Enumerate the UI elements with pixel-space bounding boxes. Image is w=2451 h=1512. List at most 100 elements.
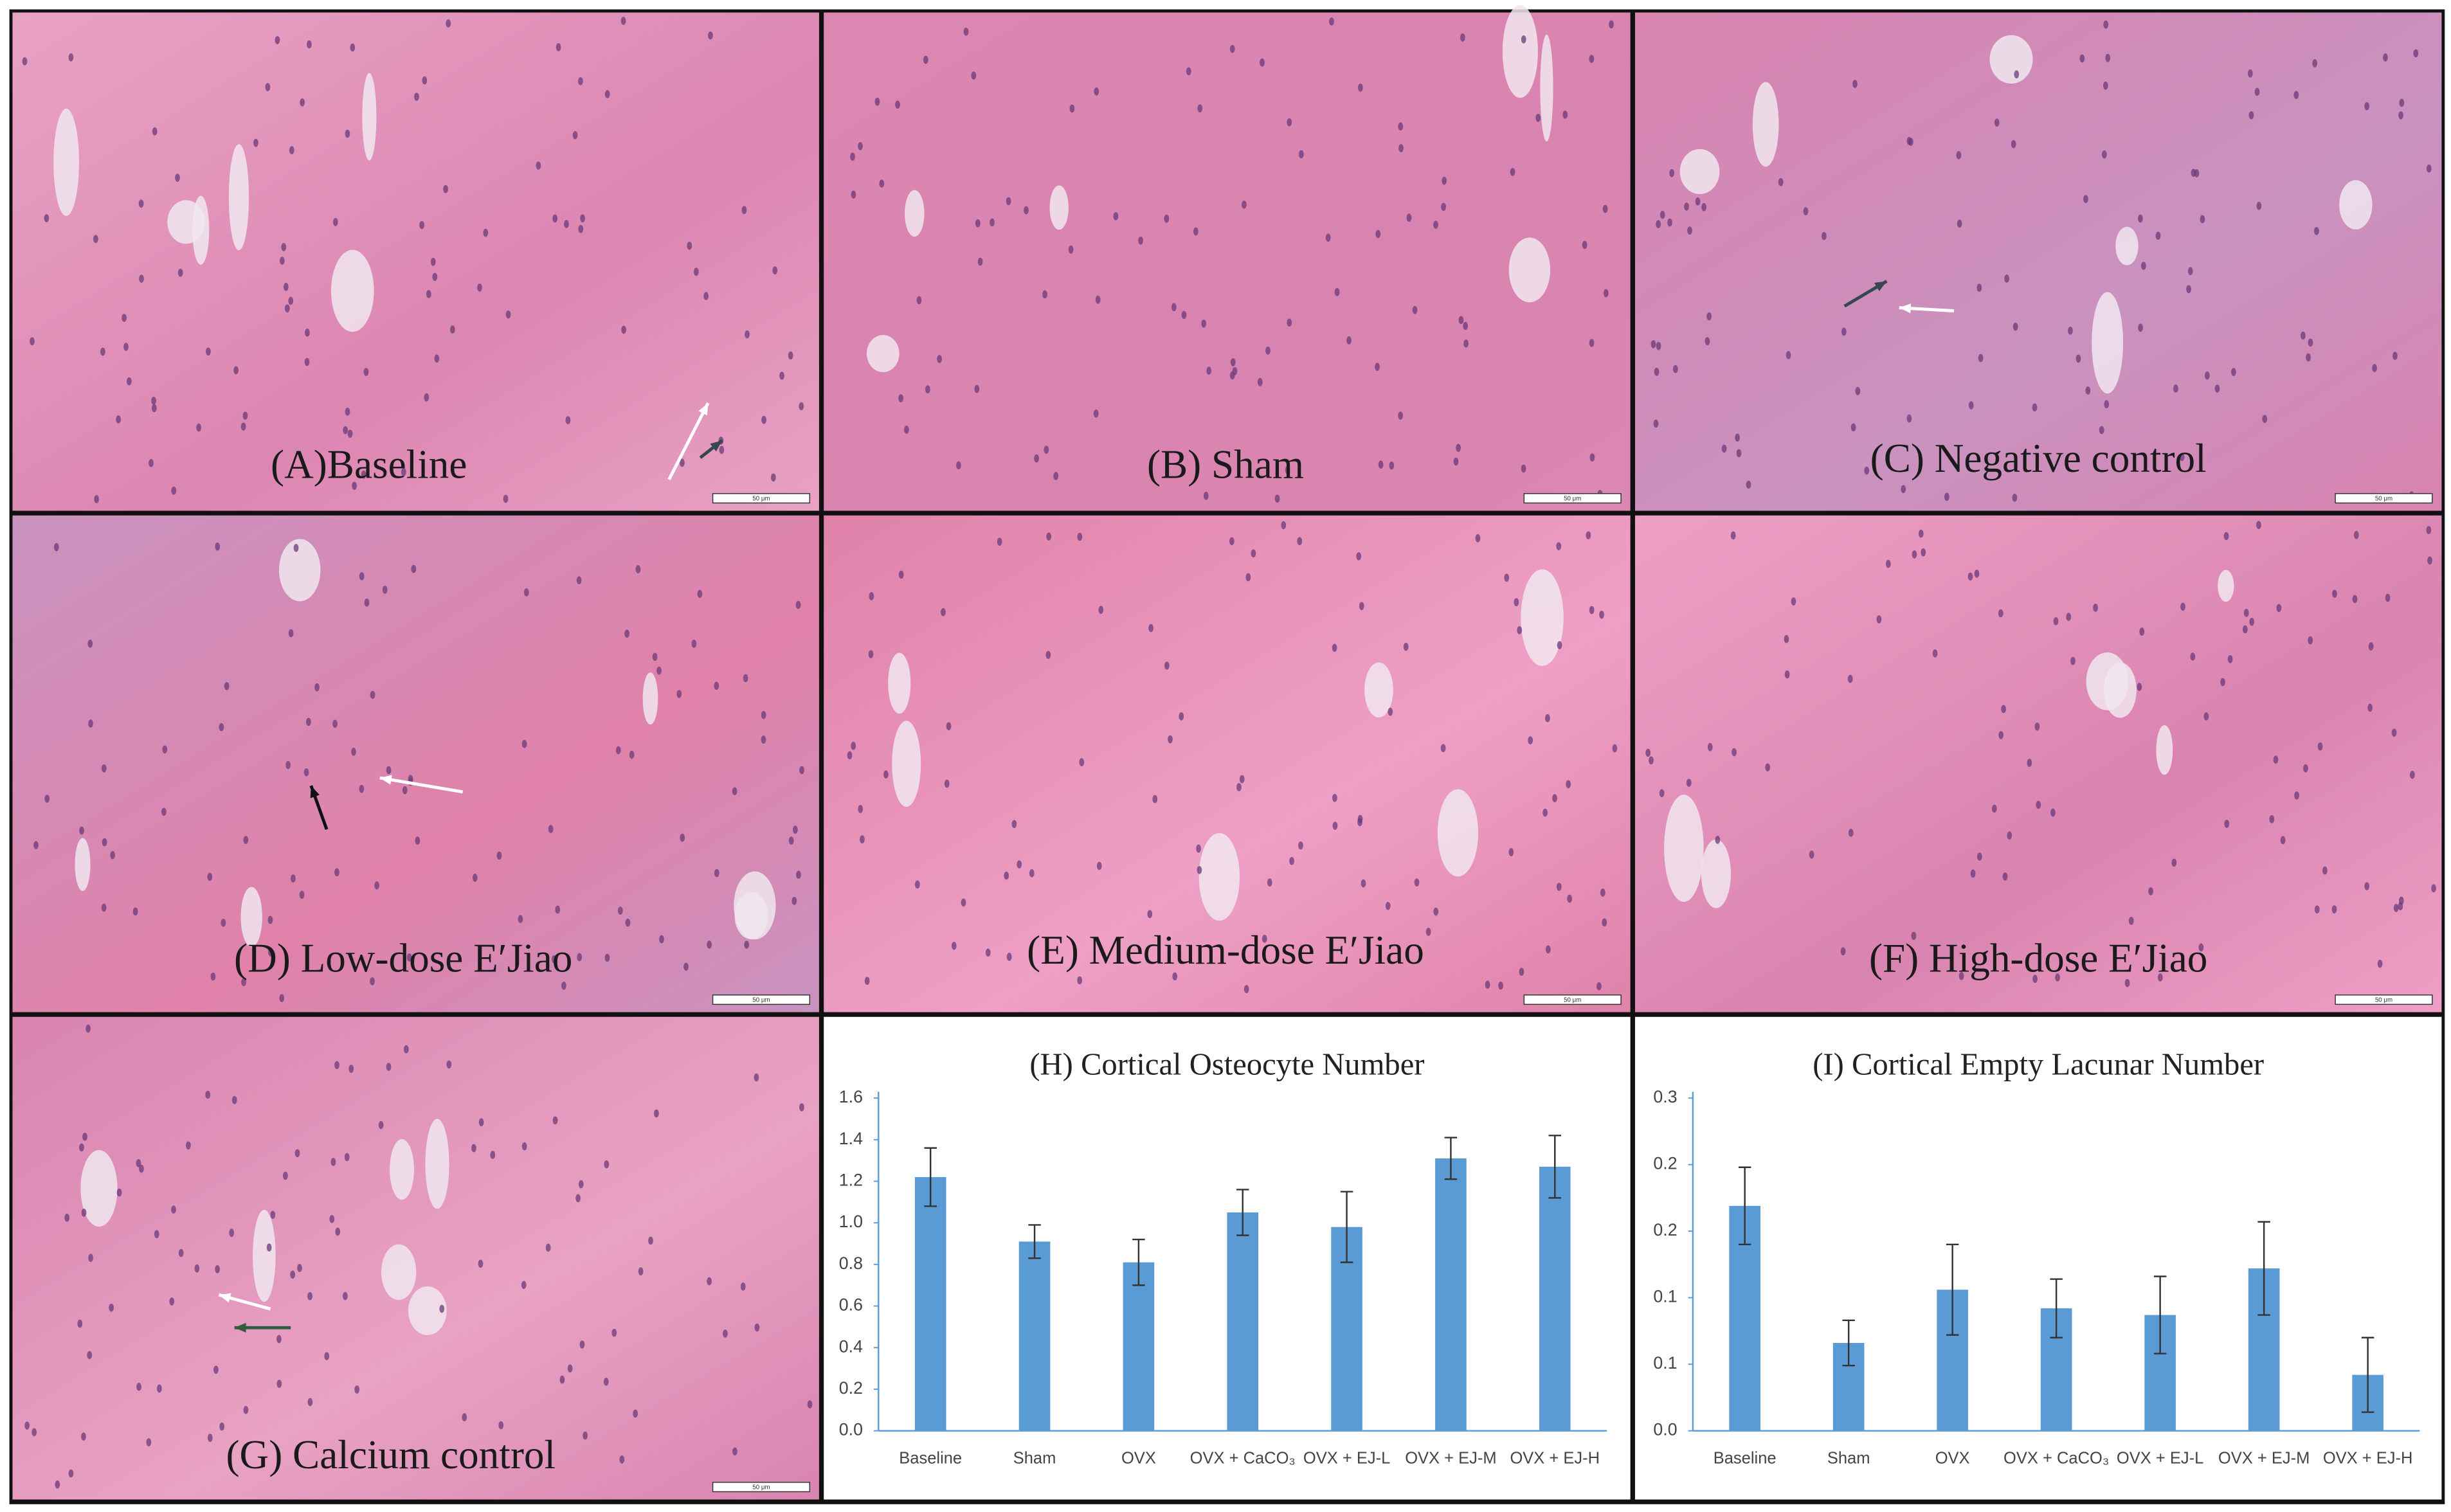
scale-bar	[2335, 995, 2433, 1005]
osteocyte	[1911, 932, 1917, 941]
histology-image	[824, 515, 1631, 1013]
osteocyte	[2314, 905, 2320, 914]
osteocyte	[1206, 366, 1212, 375]
osteocyte	[215, 1264, 220, 1274]
osteocyte	[1385, 901, 1391, 910]
osteocyte	[1556, 883, 1562, 891]
osteocyte	[1906, 414, 1912, 423]
osteocyte	[1921, 548, 1926, 557]
y-tick-label: 0.3	[1653, 1087, 1677, 1106]
osteocyte	[851, 190, 856, 199]
osteocyte	[136, 1159, 141, 1167]
y-tick-label: 0.2	[1653, 1220, 1677, 1239]
panel-label: (D) Low-dose E′Jiao	[234, 935, 572, 980]
bar	[1123, 1262, 1155, 1431]
osteocyte	[2014, 70, 2020, 79]
osteocyte	[139, 1164, 144, 1173]
osteocyte	[1552, 794, 1557, 802]
x-tick-label: Sham	[1013, 1450, 1056, 1468]
osteocyte	[430, 257, 436, 266]
osteocyte	[561, 982, 566, 990]
osteocyte	[472, 873, 478, 882]
scale-bar	[712, 493, 811, 504]
vessel-space	[408, 1286, 447, 1335]
osteocyte	[788, 836, 794, 845]
y-tick-label: 1.4	[839, 1129, 863, 1148]
arrow-head	[310, 786, 320, 798]
osteocyte	[754, 1323, 760, 1332]
osteocyte	[82, 1133, 87, 1141]
osteocyte	[87, 639, 93, 648]
osteocyte	[1589, 453, 1595, 462]
osteocyte	[723, 1329, 728, 1338]
osteocyte	[1267, 878, 1272, 887]
arrow-head	[710, 440, 723, 452]
osteocyte	[432, 273, 438, 282]
osteocyte	[231, 1095, 237, 1104]
osteocyte	[1721, 444, 1727, 453]
osteocyte	[975, 219, 981, 228]
osteocyte	[1458, 316, 1464, 325]
osteocyte	[1406, 213, 1412, 222]
osteocyte	[93, 235, 98, 244]
osteocyte	[2055, 973, 2060, 982]
osteocyte	[1519, 968, 1524, 976]
osteocyte	[635, 565, 641, 573]
osteocyte	[2427, 556, 2432, 565]
osteocyte	[2137, 683, 2142, 691]
osteocyte	[1197, 866, 1202, 874]
osteocyte	[1398, 122, 1404, 130]
osteocyte	[139, 274, 144, 283]
osteocyte	[680, 833, 685, 842]
scale-bar-label: 50 μm	[752, 996, 770, 1004]
osteocyte	[1735, 433, 1741, 442]
vessel-space	[1049, 185, 1069, 230]
osteocyte	[347, 429, 353, 438]
osteocyte	[1412, 305, 1418, 314]
osteocyte	[44, 795, 50, 803]
osteocyte	[1113, 212, 1119, 221]
osteocyte	[2303, 764, 2308, 773]
osteocyte	[619, 1455, 625, 1464]
osteocyte	[1567, 894, 1573, 903]
osteocyte	[743, 674, 748, 683]
x-tick-label: OVX + EJ-M	[2218, 1450, 2310, 1468]
osteocyte	[521, 1142, 527, 1151]
osteocyte	[233, 366, 239, 375]
arrow	[379, 776, 464, 794]
panel-label: (B) Sham	[1147, 442, 1304, 487]
osteocyte	[2317, 742, 2323, 751]
osteocyte	[903, 426, 909, 434]
vessel-space	[53, 109, 79, 216]
osteocyte	[578, 1180, 584, 1189]
osteocyte	[583, 1431, 588, 1440]
osteocyte	[116, 1188, 122, 1197]
osteocyte	[1024, 206, 1029, 215]
osteocyte	[2200, 215, 2205, 224]
osteocyte	[86, 1024, 91, 1033]
osteocyte	[242, 411, 248, 420]
osteocyte	[1068, 245, 1074, 254]
osteocyte	[1152, 795, 1158, 804]
vessel-space	[1989, 35, 2033, 84]
osteocyte	[1244, 985, 1249, 993]
osteocyte	[1398, 144, 1404, 152]
osteocyte	[1332, 822, 1338, 830]
osteocyte	[2293, 91, 2299, 99]
vessel-space	[1752, 82, 1779, 167]
osteocyte	[559, 1375, 565, 1384]
x-tick-label: OVX + CaCO₃	[1190, 1450, 1296, 1468]
osteocyte	[2070, 656, 2076, 665]
osteocyte	[754, 1073, 759, 1082]
x-tick-label: OVX + EJ-M	[1405, 1450, 1496, 1468]
osteocyte	[2180, 602, 2185, 611]
osteocyte	[243, 1405, 249, 1414]
bar	[1227, 1212, 1259, 1431]
osteocyte	[1957, 219, 1962, 228]
osteocyte	[864, 977, 870, 986]
osteocyte	[536, 161, 541, 170]
osteocyte	[555, 905, 561, 914]
osteocyte	[1094, 87, 1099, 96]
osteocyte	[2392, 352, 2398, 360]
osteocyte	[378, 1120, 384, 1130]
